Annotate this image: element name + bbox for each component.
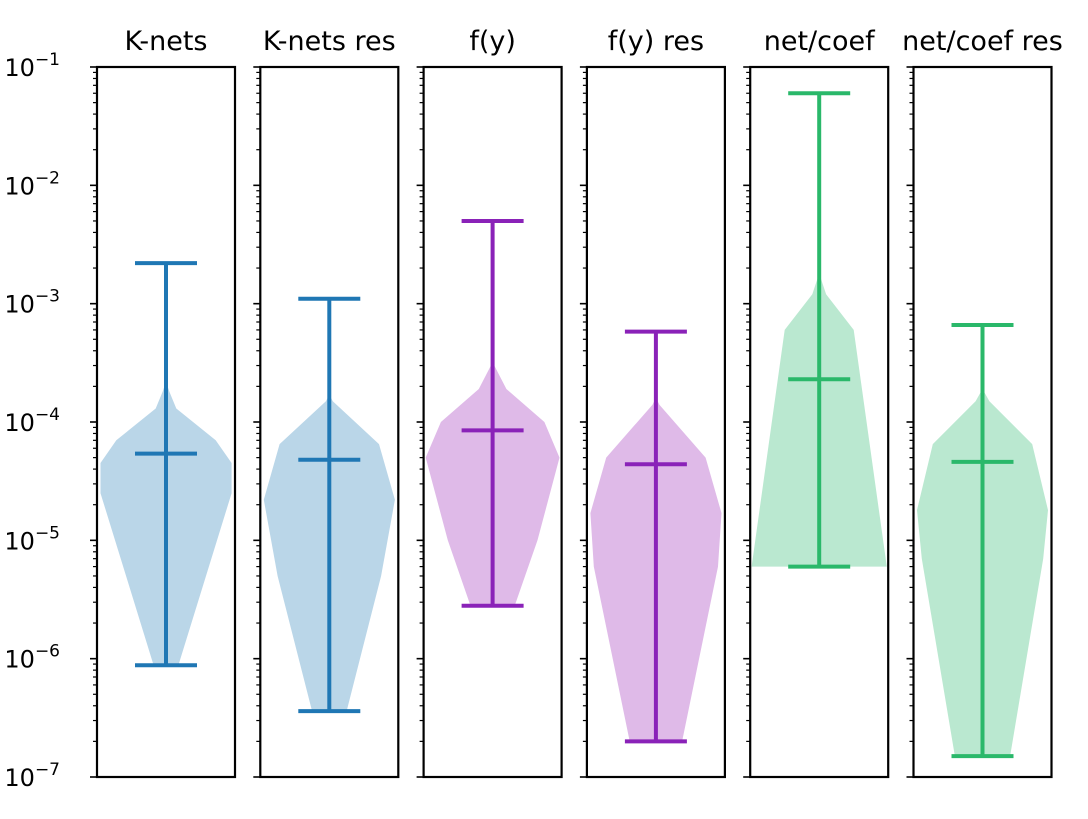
ytick-label-6: 10−1 xyxy=(4,50,60,82)
panel-title-0: K-nets xyxy=(125,26,208,57)
panel-title-2: f(y) xyxy=(469,26,516,57)
panel-frame-2 xyxy=(422,65,563,779)
panel-frame-1 xyxy=(259,65,400,779)
ytick-label-1: 10−6 xyxy=(4,642,60,674)
panel-frame-3 xyxy=(585,65,727,779)
ytick-label-3: 10−4 xyxy=(4,405,60,437)
ytick-label-4: 10−3 xyxy=(4,287,60,319)
ytick-label-0: 10−7 xyxy=(4,760,60,792)
panel-frame-4 xyxy=(749,65,890,779)
panel-title-1: K-nets res xyxy=(263,26,396,57)
panel-frame-0 xyxy=(95,65,237,779)
panel-frame-5 xyxy=(912,65,1053,779)
ytick-label-5: 10−2 xyxy=(4,168,60,200)
panel-title-5: net/coef res xyxy=(902,26,1063,57)
panel-title-3: f(y) res xyxy=(608,26,704,57)
ytick-label-2: 10−5 xyxy=(4,523,60,555)
panel-title-4: net/coef xyxy=(764,26,876,57)
